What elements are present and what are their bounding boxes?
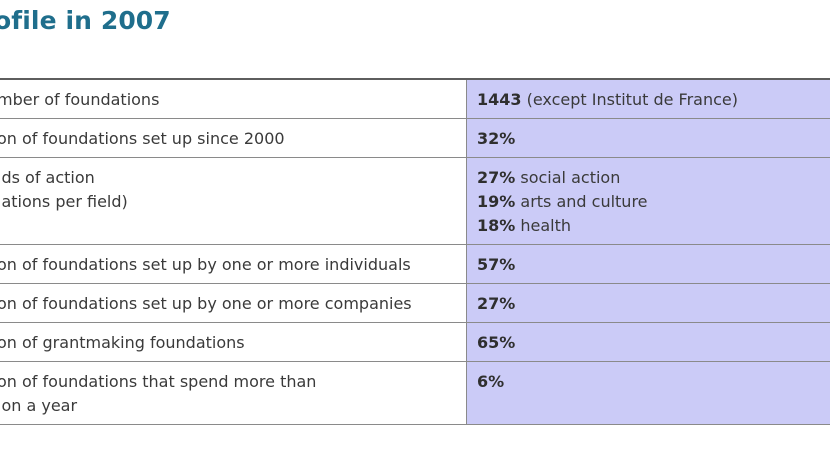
table-row: on of grantmaking foundations 65% [0,322,830,362]
row-value-cell: 27% [466,283,830,323]
row-label-cell: on of foundations set up by one or more … [0,283,467,323]
row-label-cell: on of foundations set up by one or more … [0,244,467,284]
row-value: 19% arts and culture [477,190,830,214]
value-number: 6% [477,372,505,391]
table-row: on of foundations set up by one or more … [0,244,830,284]
row-value: 27% [477,292,830,316]
value-number: 65% [477,333,516,352]
row-value: 18% health [477,214,830,238]
row-label: on of grantmaking foundations [0,333,245,352]
value-text: health [515,216,572,235]
value-number: 32% [477,129,516,148]
row-value-cell: 57% [466,244,830,284]
row-value: 6% [477,370,830,394]
row-value: 65% [477,331,830,355]
value-number: 1443 [477,90,522,109]
row-label: on of foundations that spend more than [0,372,317,391]
row-value: 27% social action [477,166,830,190]
row-value-cell: 27% social action 19% arts and culture 1… [466,157,830,245]
row-label-cell: on of foundations set up since 2000 [0,118,467,158]
row-label: lations per field) [0,192,128,211]
value-text: social action [515,168,621,187]
row-label: lds of action [0,168,95,187]
table-row: on of foundations set up since 2000 32% [0,118,830,158]
table-row: mber of foundations 1443 (except Institu… [0,79,830,119]
row-label-cell: mber of foundations [0,79,467,119]
row-label: on of foundations set up by one or more … [0,255,411,274]
row-value-cell: 32% [466,118,830,158]
row-label-cell: on of foundations that spend more than i… [0,361,467,425]
value-number: 57% [477,255,516,274]
table-row: lds of action lations per field) 27% soc… [0,157,830,245]
row-value-cell: 6% [466,361,830,425]
table-body: mber of foundations 1443 (except Institu… [0,79,830,425]
row-value: 57% [477,253,830,277]
row-label: on of foundations set up since 2000 [0,129,285,148]
row-label-cell: lds of action lations per field) [0,157,467,245]
value-number: 19% [477,192,516,211]
row-value-cell: 65% [466,322,830,362]
page-title: ofile in 2007 [0,6,171,35]
table-row: on of foundations that spend more than i… [0,361,830,425]
row-label-cell: on of grantmaking foundations [0,322,467,362]
value-number: 27% [477,294,516,313]
row-label: ion a year [0,396,78,415]
row-label: on of foundations set up by one or more … [0,294,412,313]
value-number: 27% [477,168,516,187]
value-text: arts and culture [515,192,648,211]
foundation-profile-table: mber of foundations 1443 (except Institu… [0,78,830,425]
value-text: (except Institut de France) [521,90,738,109]
row-value: 32% [477,127,830,151]
row-value: 1443 (except Institut de France) [477,88,830,112]
row-label: mber of foundations [0,90,160,109]
value-number: 18% [477,216,516,235]
row-value-cell: 1443 (except Institut de France) [466,79,830,119]
table-row: on of foundations set up by one or more … [0,283,830,323]
